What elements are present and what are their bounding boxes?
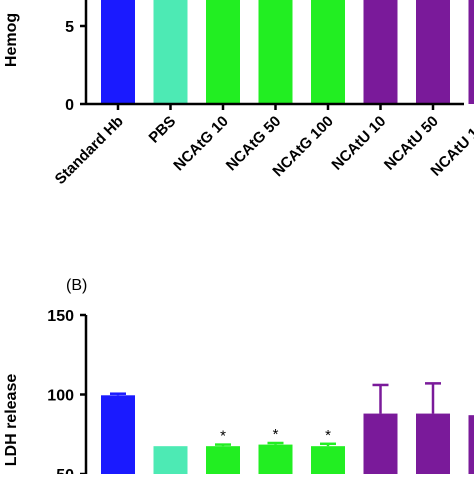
y-tick-label: 50 <box>56 467 74 474</box>
bar-ncatu-50 <box>416 414 450 474</box>
bar-ncatg-50 <box>259 0 293 104</box>
y-tick-label: 100 <box>47 388 74 405</box>
bar-standard-hb <box>101 0 135 104</box>
y-tick-label: 5 <box>65 19 74 36</box>
y-axis-label: Hemog <box>3 13 20 67</box>
significance-marker: * <box>325 427 331 444</box>
bar-ncatu-10 <box>364 0 398 104</box>
bar-ncatu-100 <box>469 415 474 474</box>
bar-ncatu-50 <box>416 0 450 104</box>
y-axis-label: LDH release <box>3 374 20 467</box>
bar-standard-hb <box>101 395 135 474</box>
bar-pbs <box>154 0 188 104</box>
x-tick-label: NCAtG 10 <box>170 113 232 175</box>
bar-ncatg-10 <box>206 0 240 104</box>
bar-ncatg-100 <box>311 0 345 104</box>
panel-b-ldh-chart: (B) * * * 50 100 150 LDH release <box>3 277 474 474</box>
significance-marker: * <box>273 426 279 443</box>
y-tick-label: 0 <box>65 97 74 114</box>
x-tick-label: NCAtU 10 <box>328 113 389 174</box>
bar-ncatg-100 <box>311 446 345 474</box>
bar-ncatg-10 <box>206 446 240 474</box>
significance-marker: * <box>220 428 226 445</box>
panel-label: (B) <box>66 277 87 294</box>
bar-ncatu-100 <box>469 0 474 104</box>
x-tick-label: Standard Hb <box>52 113 127 188</box>
bar-ncatg-50 <box>259 445 293 474</box>
x-tick-label: PBS <box>145 113 179 147</box>
bar-ncatu-10 <box>364 414 398 474</box>
bar-pbs <box>154 446 188 474</box>
y-tick-label: 150 <box>47 308 74 325</box>
